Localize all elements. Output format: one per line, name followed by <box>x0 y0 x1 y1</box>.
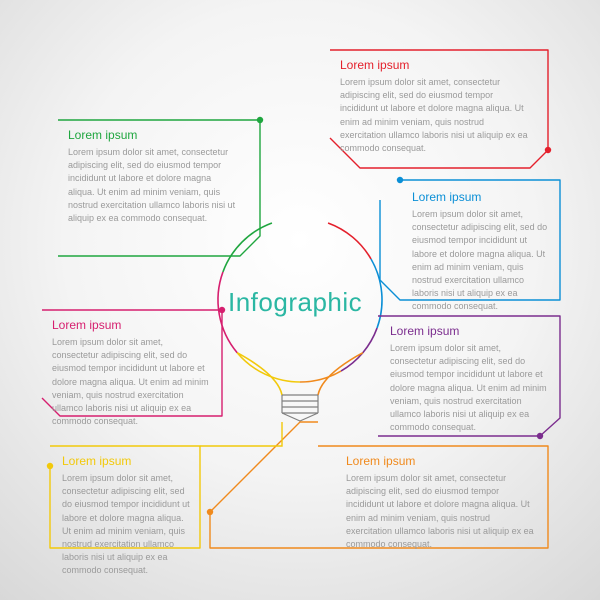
info-title-blue: Lorem ipsum <box>412 190 552 204</box>
info-body-purple: Lorem ipsum dolor sit amet, consectetur … <box>390 342 550 433</box>
info-box-yellow: Lorem ipsum Lorem ipsum dolor sit amet, c… <box>62 454 192 577</box>
info-title-magenta: Lorem ipsum <box>52 318 212 332</box>
info-box-red: Lorem ipsum Lorem ipsum dolor sit amet, c… <box>340 58 530 155</box>
endpoint-dot-orange <box>207 509 213 515</box>
info-body-magenta: Lorem ipsum dolor sit amet, consectetur … <box>52 336 212 427</box>
info-body-red: Lorem ipsum dolor sit amet, consectetur … <box>340 76 530 154</box>
info-title-yellow: Lorem ipsum <box>62 454 192 468</box>
info-body-yellow: Lorem ipsum dolor sit amet, consectetur … <box>62 472 192 576</box>
info-box-green: Lorem ipsum Lorem ipsum dolor sit amet, c… <box>68 128 238 225</box>
info-box-orange: Lorem ipsum Lorem ipsum dolor sit amet, c… <box>346 454 536 551</box>
info-box-purple: Lorem ipsum Lorem ipsum dolor sit amet, c… <box>390 324 550 434</box>
info-title-orange: Lorem ipsum <box>346 454 536 468</box>
info-title-red: Lorem ipsum <box>340 58 530 72</box>
bulb-arc-purple <box>341 328 377 371</box>
info-box-blue: Lorem ipsum Lorem ipsum dolor sit amet, c… <box>412 190 552 313</box>
center-title: Infographic <box>228 287 362 318</box>
endpoint-dot-yellow <box>47 463 53 469</box>
endpoint-dot-purple <box>537 433 543 439</box>
endpoint-dot-magenta <box>219 307 225 313</box>
info-body-green: Lorem ipsum dolor sit amet, consectetur … <box>68 146 238 224</box>
endpoint-dot-blue <box>397 177 403 183</box>
endpoint-dot-red <box>545 147 551 153</box>
endpoint-dot-green <box>257 117 263 123</box>
info-title-purple: Lorem ipsum <box>390 324 550 338</box>
info-title-green: Lorem ipsum <box>68 128 238 142</box>
bulb-arc-green <box>223 223 272 272</box>
bulb-arc-red <box>328 223 371 259</box>
bulb-arc-yellow <box>237 353 300 382</box>
info-body-blue: Lorem ipsum dolor sit amet, consectetur … <box>412 208 552 312</box>
info-body-orange: Lorem ipsum dolor sit amet, consectetur … <box>346 472 536 550</box>
bulb-arc-orange <box>300 371 341 382</box>
info-box-magenta: Lorem ipsum Lorem ipsum dolor sit amet, c… <box>52 318 212 428</box>
